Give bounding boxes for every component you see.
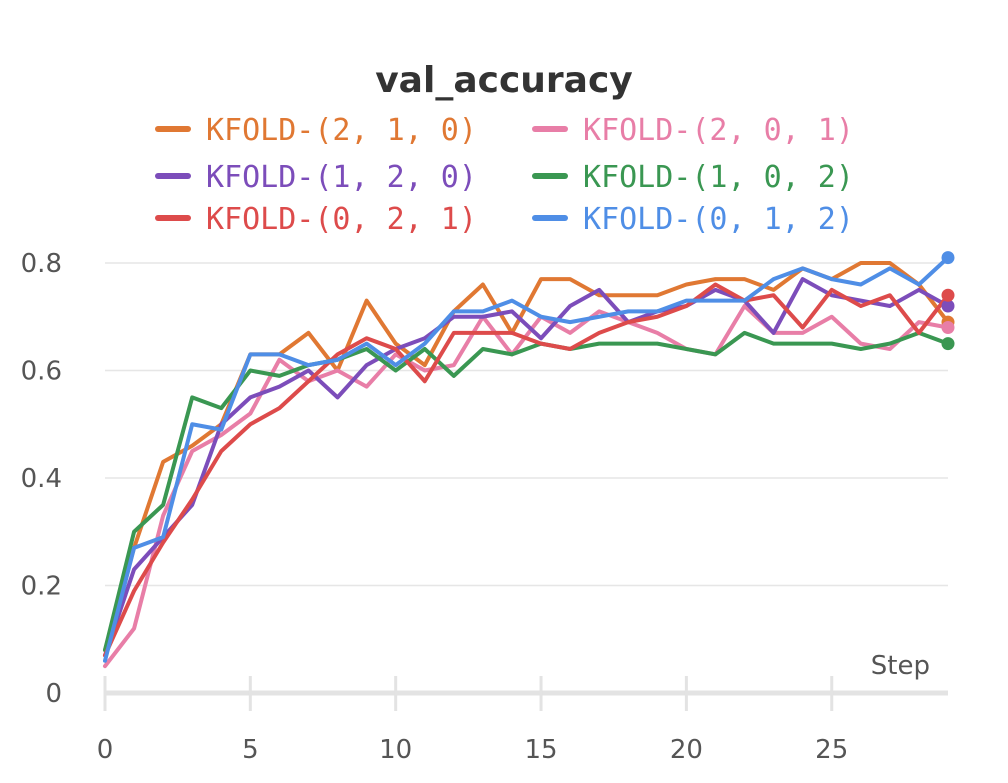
x-tick-label: 5 — [242, 735, 259, 765]
x-axis-label: Step — [871, 651, 930, 681]
x-tick-label: 25 — [815, 735, 848, 765]
series-line — [103, 282, 950, 658]
legend-label: KFOLD-(1, 2, 0) — [206, 160, 477, 195]
legend-label: KFOLD-(1, 0, 2) — [583, 160, 854, 195]
series-end-point — [941, 337, 955, 351]
legend-label: KFOLD-(2, 0, 1) — [583, 113, 854, 148]
legend-item[interactable]: KFOLD-(2, 0, 1) — [532, 113, 854, 148]
legend-item[interactable]: KFOLD-(1, 0, 2) — [532, 160, 854, 195]
series-group — [103, 251, 955, 669]
legend-item[interactable]: KFOLD-(0, 1, 2) — [532, 202, 854, 237]
legend-label: KFOLD-(0, 1, 2) — [583, 202, 854, 237]
series-end-point — [941, 321, 955, 334]
x-tick-label: 0 — [97, 735, 114, 765]
y-tick-label: 0.6 — [21, 357, 62, 387]
series-line — [103, 277, 950, 658]
x-tick-label: 15 — [524, 735, 557, 765]
series-line — [103, 304, 950, 669]
series-end-point — [941, 251, 955, 265]
y-tick-label: 0 — [45, 679, 62, 709]
legend: KFOLD-(2, 1, 0) KFOLD-(2, 0, 1) KFOLD-(1, … — [155, 113, 854, 237]
legend-label: KFOLD-(0, 2, 1) — [206, 202, 477, 237]
x-tick-label: 10 — [379, 735, 412, 765]
grid — [105, 262, 948, 587]
y-tick-label: 0.2 — [21, 572, 62, 602]
legend-label: KFOLD-(2, 1, 0) — [206, 113, 477, 148]
legend-item[interactable]: KFOLD-(0, 2, 1) — [155, 202, 477, 237]
y-tick-label: 0.4 — [21, 464, 62, 494]
x-tick-label: 20 — [670, 735, 703, 765]
legend-item[interactable]: KFOLD-(2, 1, 0) — [155, 113, 477, 148]
legend-item[interactable]: KFOLD-(1, 2, 0) — [155, 160, 477, 195]
series-line — [103, 255, 950, 663]
chart-title: val_accuracy — [375, 60, 633, 101]
x-axis: 0 5 10 15 20 25 — [97, 676, 948, 765]
series-end-point — [941, 299, 955, 313]
series-line — [103, 330, 950, 652]
series-end-point — [941, 288, 955, 302]
y-axis: 0 0.2 0.4 0.6 0.8 — [21, 249, 62, 709]
y-tick-label: 0.8 — [21, 249, 62, 279]
